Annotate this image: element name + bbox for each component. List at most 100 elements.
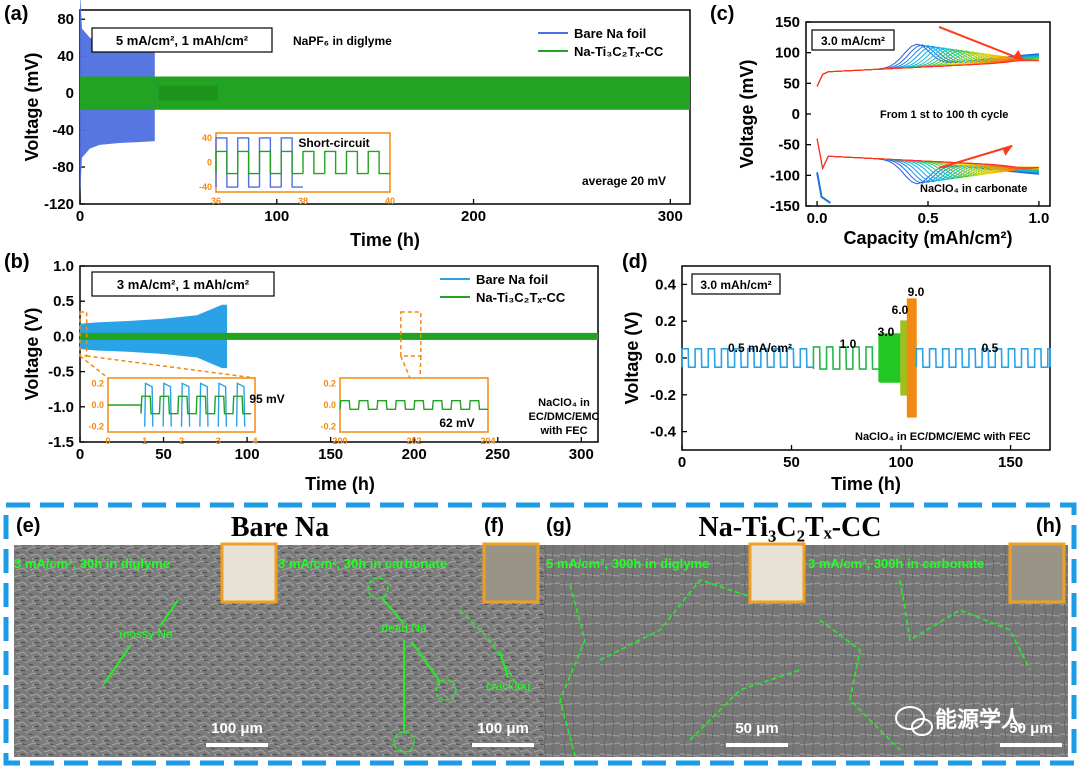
panel-b-condition: 3 mA/cm², 1 mAh/cm² [117, 277, 250, 292]
y-tick-label: -1.5 [48, 434, 74, 451]
rate-segment-line [812, 346, 880, 370]
inset-y-tick-label: -0.2 [88, 422, 104, 432]
panel-a: (a) 0 100 200 300 80 40 0 -40 -80 -120 Time (h) V… [4, 0, 691, 250]
sem-group-left: Bare Na [231, 512, 329, 543]
grain-boundary-line [819, 619, 901, 751]
y-tick-label: 0.4 [655, 276, 677, 293]
rate-label: 0.5 mA/cm² [728, 341, 792, 355]
inset-label: Short-circuit [298, 136, 369, 150]
rate-segment-line [878, 333, 902, 383]
rate-segment-line [906, 298, 917, 418]
panel-b-label: (b) [4, 251, 30, 273]
inset-bare-na-line [215, 137, 303, 188]
annotation-arrow [411, 641, 441, 683]
dead-na-circle [435, 679, 457, 701]
inset-na-ti3c2tx-line [339, 399, 488, 411]
series-na-ti3c2tx-cc-band [80, 332, 598, 340]
y-tick-label: -40 [52, 122, 74, 139]
sem-panel-labels: (e) 3 mA/cm², 30h in diglyme 100 μm (f) 3 mA… [14, 515, 1066, 747]
cycle-curve-discharge [816, 138, 1039, 171]
sem-panel-label: (f) [484, 515, 504, 537]
x-tick-label: 250 [485, 446, 510, 463]
panel-c: (c) 0.0 0.5 1.0 150 100 50 0 -50 -100 -150 Capaci… [710, 3, 1051, 248]
inset-y-tick-label: 0.0 [323, 400, 336, 410]
inset-x-tick-label: 38 [298, 196, 308, 206]
inset-x-tick-label: 36 [211, 196, 221, 206]
inset-x-tick-label: 204 [480, 436, 495, 446]
panel-a-condition: 5 mA/cm², 1 mAh/cm² [116, 33, 249, 48]
inset-y-tick-label: 0.2 [323, 378, 336, 388]
x-tick-label: 100 [264, 208, 289, 225]
cycle-curve-charge [816, 48, 1039, 87]
panel-b-xlabel: Time (h) [305, 474, 375, 494]
sem-images [14, 545, 1068, 757]
sample-photo-inset [220, 542, 278, 604]
first-cycle-tail [816, 172, 831, 204]
sem-section: Bare Na Na-Ti₃C₂Tₓ-CC (e) 3 mA/cm², 30h i… [3, 502, 1077, 766]
panel-c-electrolyte: NaClO₄ in carbonate [920, 183, 1027, 195]
panel-b-condition-box [91, 271, 275, 297]
x-tick-label: 1.0 [1028, 210, 1049, 227]
sem-panel-label: (h) [1036, 515, 1062, 537]
rate-label: 0.5 [982, 341, 999, 355]
scale-bar-label: 100 μm [211, 720, 263, 737]
panel-d-condition: 3.0 mAh/cm² [700, 278, 771, 292]
sem-annotation: mossy Na [119, 627, 173, 641]
inset-y-tick-label: -0.2 [320, 422, 336, 432]
zoom-connector [419, 355, 422, 379]
sem-panel-label: (g) [546, 515, 572, 537]
x-tick-label: 100 [235, 446, 260, 463]
zoom-connector [86, 355, 256, 379]
inset-y-tick-label: -40 [199, 182, 212, 192]
inset-y-tick-label: 0.2 [91, 378, 104, 388]
legend-label: Na-Ti₃C₂Tₓ-CC [574, 44, 664, 59]
annotation-arrow [159, 599, 179, 627]
sem-condition-label: 3 mA/cm², 300h in carbonate [808, 556, 984, 571]
inset-y-tick-label: 0 [207, 158, 212, 168]
annotation-arrow [499, 651, 509, 679]
panel-c-label: (c) [710, 3, 734, 25]
panel-d-series [681, 298, 1051, 418]
panel-a-note: average 20 mV [582, 174, 666, 188]
sem-condition-label: 5 mA/cm², 300h in diglyme [546, 556, 709, 571]
cycle-curve-discharge [816, 138, 1039, 182]
y-tick-label: -150 [770, 198, 800, 215]
panel-b-ylabel: Voltage (V) [22, 308, 42, 401]
panel-c-condition-box [811, 29, 895, 51]
panel-b-insets: 0 1 2 3 4 0.2 0.0 -0.2 95 mV 200 202 204 0.2 0.0 -0.2 6… [79, 311, 496, 446]
rate-segment-line [681, 348, 814, 368]
sem-condition-label: 3 mA/cm², 30h in carbonate [278, 556, 447, 571]
y-tick-label: -120 [44, 196, 74, 213]
panel-b: (b) 0 50 100 150 200 250 3001.00.50.0-0.5-1.0-… [4, 251, 599, 494]
panel-d-label: (d) [622, 251, 648, 273]
sample-photo-inset [1008, 542, 1066, 604]
sem-condition-label: 3 mA/cm², 30h in diglyme [14, 556, 170, 571]
sem-group-right: Na-Ti₃C₂Tₓ-CC [699, 512, 882, 543]
zoom-connector [79, 355, 109, 379]
x-tick-label: 0 [76, 446, 84, 463]
x-tick-label: 0.0 [807, 210, 828, 227]
x-tick-label: 200 [461, 208, 486, 225]
annotation-arrow [103, 645, 131, 685]
sem-panel-label: (e) [16, 515, 40, 537]
y-tick-label: 0.5 [53, 293, 74, 310]
inset-x-tick-label: 200 [332, 436, 347, 446]
inset-x-tick-label: 202 [406, 436, 421, 446]
inset-x-tick-label: 4 [252, 436, 257, 446]
panel-d-ylabel: Voltage (V) [622, 312, 642, 405]
dead-na-circle [367, 577, 389, 599]
y-tick-label: 80 [57, 11, 74, 28]
sem-dashed-frame [3, 502, 1077, 766]
panel-a-ticks: 0 100 200 300 80 40 0 -40 -80 -120 [44, 11, 683, 225]
scale-bar-label: 50 μm [735, 720, 778, 737]
inset-y-tick-label: 0.0 [91, 400, 104, 410]
grain-boundary-line [559, 584, 586, 756]
inset-x-tick-label: 1 [142, 436, 147, 446]
y-tick-label: -0.2 [650, 387, 676, 404]
x-tick-label: 150 [318, 446, 343, 463]
y-tick-label: 150 [775, 14, 800, 31]
trend-arrowhead-lower [1002, 145, 1013, 156]
y-tick-label: -80 [52, 159, 74, 176]
